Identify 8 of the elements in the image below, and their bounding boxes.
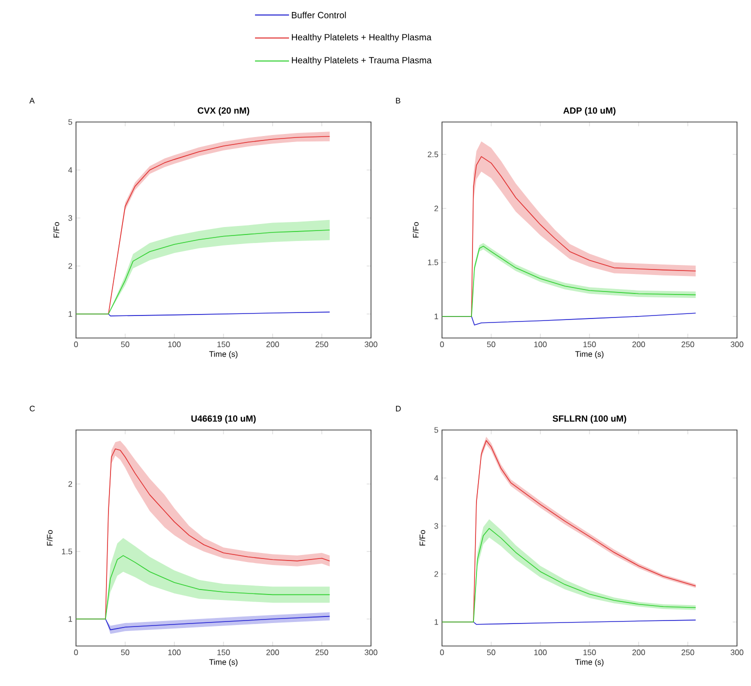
line-series — [76, 555, 330, 620]
chart-title: CVX (20 nM) — [198, 107, 250, 116]
chart-title: U46619 (10 uM) — [191, 415, 256, 424]
chart-title: ADP (10 uM) — [563, 107, 616, 116]
legend-label: Healthy Platelets + Healthy Plasma — [292, 34, 432, 42]
legend-label: Buffer Control — [292, 12, 346, 18]
chart-title: SFLLRN (100 uM) — [552, 415, 626, 424]
legend-label: Healthy Platelets + Trauma Plasma — [292, 56, 432, 66]
